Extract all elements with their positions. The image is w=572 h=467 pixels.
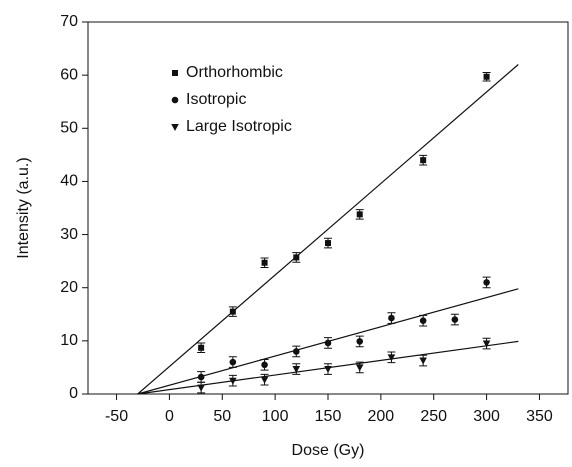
marker bbox=[324, 339, 332, 347]
marker bbox=[198, 344, 205, 351]
x-tick-label: 250 bbox=[420, 408, 447, 425]
marker bbox=[356, 338, 364, 345]
marker bbox=[261, 361, 268, 369]
legend-label: Large Isotropic bbox=[186, 118, 292, 135]
marker bbox=[483, 73, 490, 80]
legend-marker bbox=[171, 96, 179, 104]
x-tick-label: 100 bbox=[262, 408, 289, 425]
marker bbox=[197, 373, 205, 381]
marker bbox=[419, 317, 427, 324]
x-tick-label: 350 bbox=[526, 408, 553, 425]
y-tick-label: 60 bbox=[60, 66, 78, 83]
x-tick-label: 0 bbox=[165, 408, 174, 425]
x-tick-label: 50 bbox=[213, 408, 231, 425]
y-tick-label: 0 bbox=[69, 385, 78, 402]
y-tick-label: 10 bbox=[60, 332, 78, 349]
x-tick-label: 150 bbox=[315, 408, 342, 425]
marker bbox=[260, 376, 269, 384]
marker bbox=[482, 340, 491, 348]
y-tick-label: 50 bbox=[60, 120, 78, 137]
y-tick-label: 30 bbox=[60, 226, 78, 243]
marker bbox=[387, 354, 396, 362]
legend-label: Isotropic bbox=[186, 91, 246, 108]
marker bbox=[324, 366, 332, 374]
marker bbox=[261, 259, 268, 266]
marker bbox=[355, 364, 364, 372]
marker bbox=[293, 254, 300, 261]
y-tick-label: 40 bbox=[60, 173, 78, 190]
marker bbox=[451, 316, 459, 323]
fit-line bbox=[137, 64, 519, 395]
marker bbox=[483, 279, 490, 286]
marker bbox=[292, 366, 301, 374]
legend-marker bbox=[172, 70, 178, 76]
marker bbox=[388, 314, 395, 322]
marker bbox=[325, 240, 331, 247]
y-tick-label: 20 bbox=[60, 279, 78, 296]
x-tick-label: -50 bbox=[105, 408, 128, 425]
y-axis-label: Intensity (a.u.) bbox=[15, 157, 32, 258]
marker bbox=[197, 384, 205, 392]
marker bbox=[419, 357, 427, 365]
x-axis-label: Dose (Gy) bbox=[292, 442, 365, 459]
y-tick-label: 70 bbox=[60, 13, 78, 30]
marker bbox=[229, 377, 237, 385]
marker bbox=[292, 348, 300, 355]
x-tick-label: 200 bbox=[368, 408, 395, 425]
x-tick-label: 300 bbox=[473, 408, 500, 425]
legend-marker bbox=[171, 124, 179, 131]
marker bbox=[229, 358, 237, 366]
marker bbox=[420, 157, 427, 164]
legend-label: Orthorhombic bbox=[186, 64, 283, 81]
marker bbox=[229, 308, 236, 315]
marker bbox=[356, 211, 363, 218]
